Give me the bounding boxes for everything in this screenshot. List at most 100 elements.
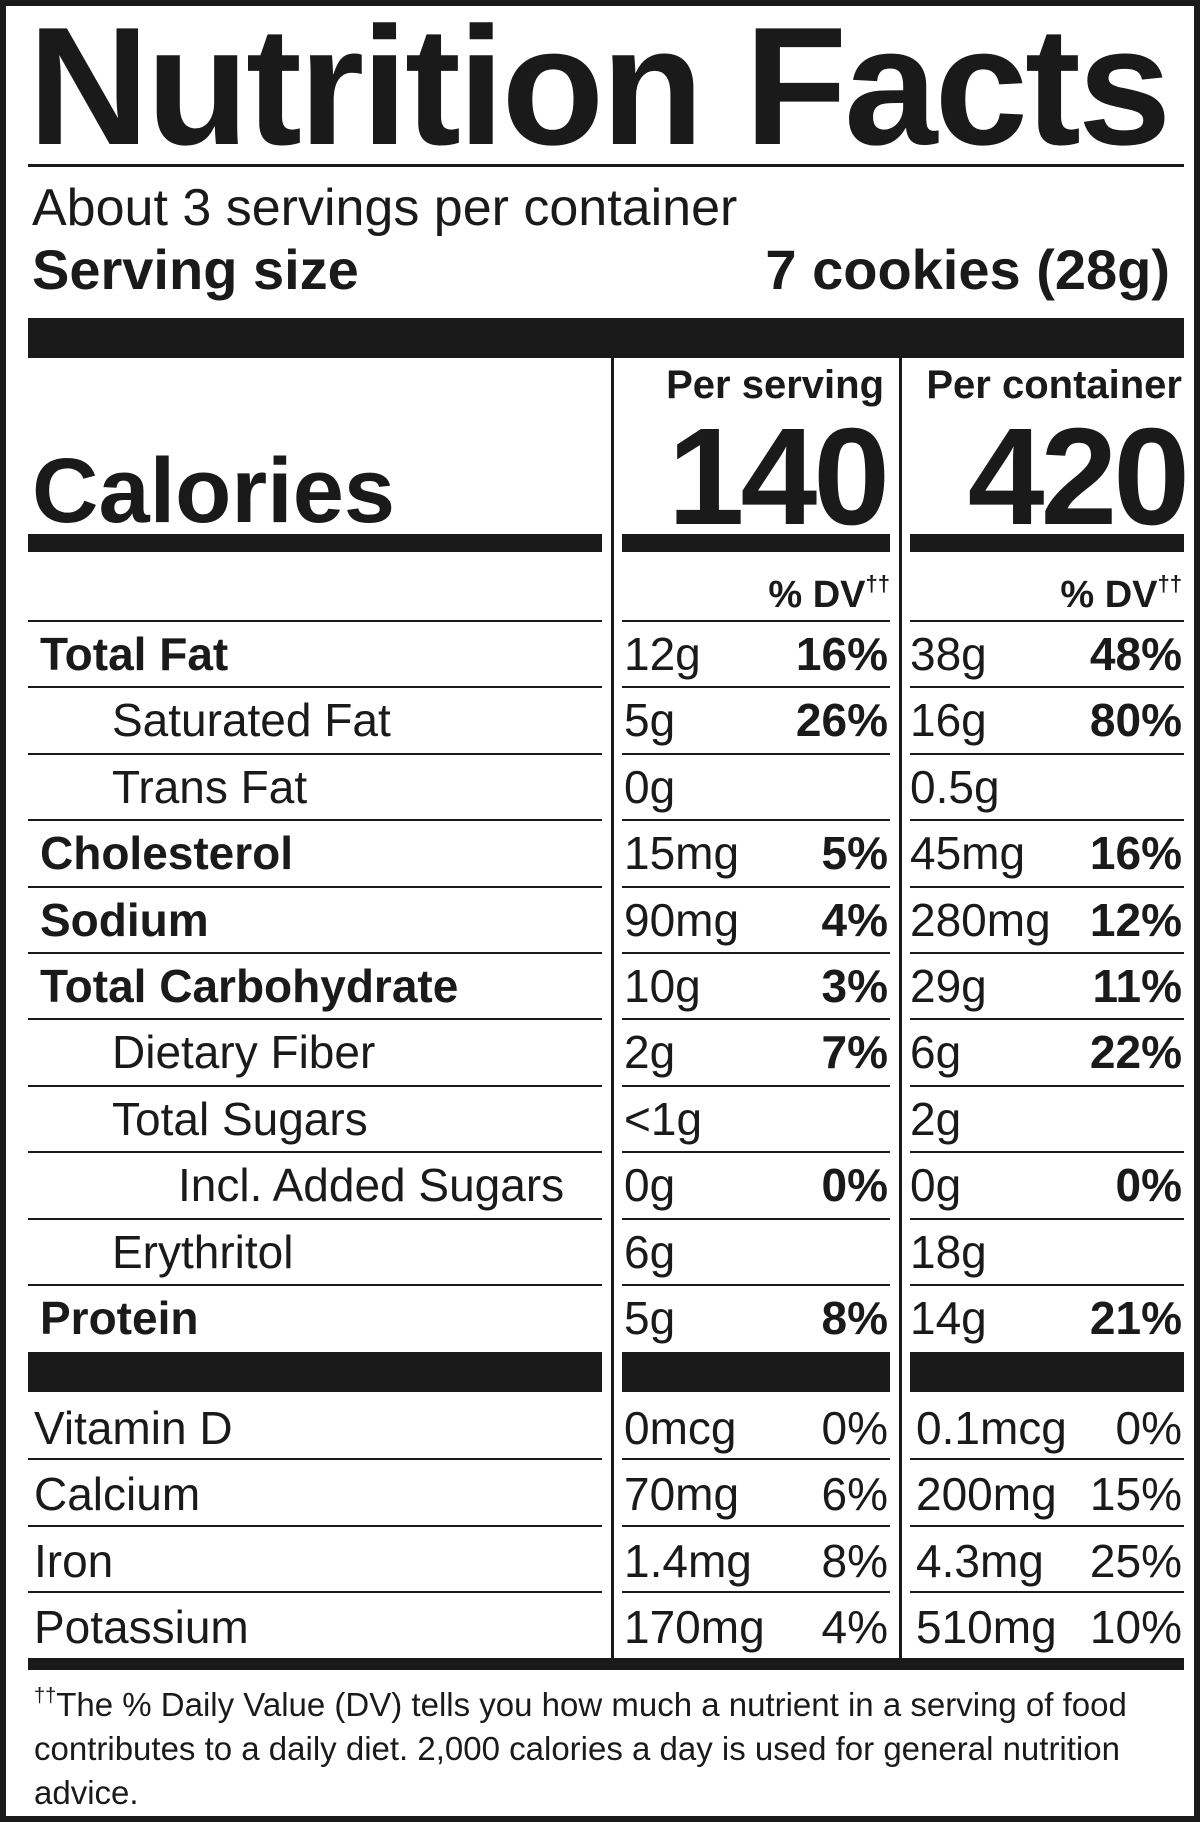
serving-amount: 6g [624,1226,676,1278]
nutrient-name: Cholesterol [40,827,294,879]
serving-dv: 7% [821,1026,888,1078]
column-divider-container [899,358,902,1658]
nutrient-row: Total Fat 12g 16% 38g 48% [6,622,1200,686]
serving-amount: 5g [624,1292,676,1344]
vitamin-serving-amount: 1.4mg [624,1535,752,1587]
container-amount: 2g [910,1093,962,1145]
nutrient-name: Erythritol [112,1226,294,1278]
vitamin-serving-dv: 6% [821,1468,888,1520]
serving-amount: 90mg [624,894,740,946]
vitamin-container-amount: 4.3mg [916,1535,1044,1587]
container-amount: 18g [910,1226,987,1278]
dv-header-container-text: % DV [1060,574,1158,616]
nutrient-name: Total Fat [40,628,229,680]
footnote-text: The % Daily Value (DV) tells you how muc… [34,1686,1127,1811]
nutrient-name: Total Sugars [112,1093,368,1145]
container-dv: 48% [1089,628,1182,680]
row-divider [910,753,1184,755]
vitamin-row-divider [28,1525,602,1527]
nutrient-row: Dietary Fiber 2g 7% 6g 22% [6,1020,1200,1084]
row-divider [622,620,890,622]
vitamin-row-divider [910,1525,1184,1527]
nutrient-name: Trans Fat [112,761,308,813]
container-dv: 22% [1089,1026,1182,1078]
nutrient-name: Total Carbohydrate [40,960,459,1012]
vitamin-container-dv: 10% [1089,1601,1182,1653]
container-amount: 280mg [910,894,1051,946]
row-divider [622,686,890,688]
container-dv: 80% [1089,694,1182,746]
serving-size-value: 7 cookies (28g) [765,238,1170,301]
row-divider [622,1085,890,1087]
serving-amount: 12g [624,628,701,680]
vitamin-name: Potassium [34,1601,249,1653]
calories-per-container: 420 [967,400,1190,554]
vitamin-container-dv: 25% [1089,1535,1182,1587]
row-divider [622,819,890,821]
vitamin-row-divider [622,1591,890,1593]
vitamin-name: Calcium [34,1468,201,1520]
serving-dv: 5% [821,827,888,879]
vitamin-container-amount: 200mg [916,1468,1057,1520]
footnote: ††The % Daily Value (DV) tells you how m… [34,1674,1184,1815]
vitamin-row-divider [622,1525,890,1527]
vitamin-row: Calcium 70mg 6% 200mg 15% [6,1462,1200,1526]
row-divider [28,952,602,954]
row-divider [622,753,890,755]
container-dv: 12% [1089,894,1182,946]
serving-dv: 4% [821,894,888,946]
container-amount: 0g [910,1159,962,1211]
nutrient-name: Protein [40,1292,199,1344]
container-amount: 29g [910,960,987,1012]
nutrient-row: Cholesterol 15mg 5% 45mg 16% [6,821,1200,885]
nutrient-row: Erythritol 6g 18g [6,1220,1200,1284]
row-divider [910,1018,1184,1020]
row-divider [910,1218,1184,1220]
thick-divider-vitamins-container [910,1352,1184,1392]
row-divider [910,1151,1184,1153]
row-divider [910,686,1184,688]
row-divider [622,952,890,954]
footnote-mark: †† [34,1685,57,1707]
dv-header-serving: % DV†† [618,562,890,617]
vitamin-serving-amount: 170mg [624,1601,765,1653]
serving-amount: 0g [624,1159,676,1211]
thick-divider-vitamins-name [28,1352,602,1392]
dv-header-serving-text: % DV [768,574,866,616]
row-divider [28,1151,602,1153]
container-dv: 0% [1115,1159,1182,1211]
row-divider [910,952,1184,954]
thick-divider-top [28,318,1184,358]
container-amount: 38g [910,628,987,680]
vitamin-container-amount: 0.1mcg [916,1402,1067,1454]
vitamin-row-divider [28,1591,602,1593]
container-amount: 0.5g [910,761,1000,813]
nutrient-name: Sodium [40,894,209,946]
container-dv: 11% [1092,960,1182,1012]
dv-header-serving-mark: †† [865,571,890,596]
vitamin-container-amount: 510mg [916,1601,1057,1653]
serving-amount: 10g [624,960,701,1012]
nutrient-row: Total Carbohydrate 10g 3% 29g 11% [6,954,1200,1018]
row-divider [622,886,890,888]
container-amount: 16g [910,694,987,746]
serving-size-label: Serving size [32,238,359,301]
calories-bar-serving [622,534,890,552]
vitamin-row-divider [28,1458,602,1460]
row-divider [28,1284,602,1286]
serving-amount: 15mg [624,827,740,879]
vitamin-row: Potassium 170mg 4% 510mg 10% [6,1595,1200,1659]
serving-amount: 2g [624,1026,676,1078]
container-amount: 6g [910,1026,962,1078]
dv-header-container-mark: †† [1157,571,1182,596]
row-divider [910,620,1184,622]
thick-divider-vitamins-serving [622,1352,890,1392]
servings-per-container: About 3 servings per container [32,179,738,237]
nutrient-row: Incl. Added Sugars 0g 0% 0g 0% [6,1153,1200,1217]
dv-header-container: % DV†† [906,562,1182,617]
vitamin-row: Iron 1.4mg 8% 4.3mg 25% [6,1529,1200,1593]
container-dv: 16% [1089,827,1182,879]
row-divider [28,1018,602,1020]
serving-amount: 5g [624,694,676,746]
row-divider [622,1151,890,1153]
